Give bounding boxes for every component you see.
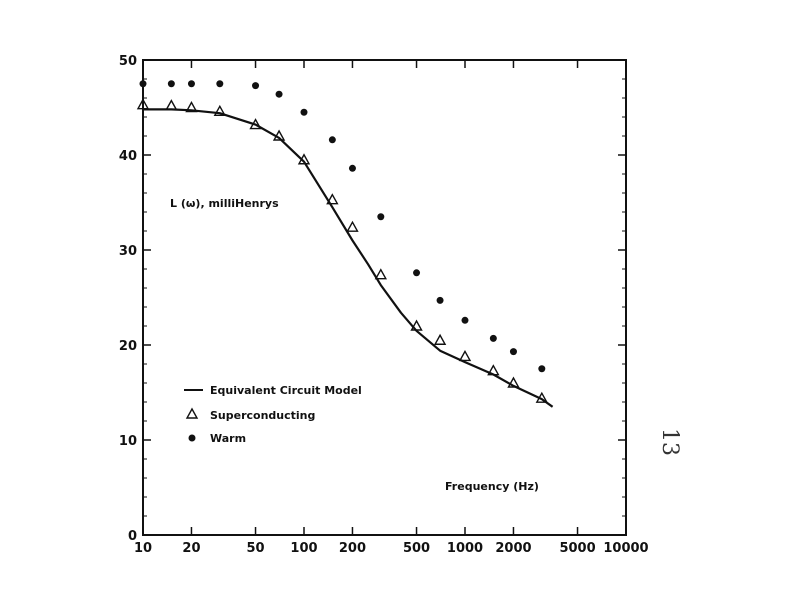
x-tick-label: 10 xyxy=(134,541,152,556)
warm-point xyxy=(252,82,260,90)
warm-point xyxy=(139,80,147,88)
superconducting-point xyxy=(487,364,500,376)
superconducting-point xyxy=(433,333,447,345)
warm-point xyxy=(167,80,175,88)
y-tick-label: 30 xyxy=(119,244,137,259)
superconducting-point xyxy=(297,153,311,165)
legend: Equivalent Circuit Model Superconducting… xyxy=(184,384,362,445)
superconducting-point xyxy=(185,101,198,113)
legend-label-superconducting: Superconducting xyxy=(210,409,315,422)
superconducting-point xyxy=(346,220,359,232)
x-tick-label: 100 xyxy=(290,541,317,556)
y-tick-label: 10 xyxy=(119,434,137,449)
warm-point xyxy=(300,108,308,116)
warm-point xyxy=(328,136,336,144)
y-tick-label: 20 xyxy=(119,339,137,354)
model-curve xyxy=(143,108,554,408)
x-tick-label: 10000 xyxy=(603,541,648,556)
series-layer xyxy=(136,80,554,408)
legend-triangle-marker xyxy=(185,407,199,419)
x-tick-label: 20 xyxy=(182,541,200,556)
x-tick-label: 500 xyxy=(403,541,430,556)
legend-dot-marker xyxy=(188,434,196,442)
x-tick-labels: 10 20 50 100 200 500 1000 2000 5000 10000 xyxy=(134,541,649,556)
warm-point xyxy=(348,164,356,172)
warm-point xyxy=(377,213,385,221)
warm-point xyxy=(187,80,195,88)
y-tick-labels: 0 10 20 30 40 50 xyxy=(119,54,137,544)
superconducting-point xyxy=(535,391,549,403)
superconducting-point xyxy=(507,376,520,388)
warm-point xyxy=(509,348,517,356)
warm-point xyxy=(436,296,444,304)
warm-point xyxy=(216,80,224,88)
superconducting-point xyxy=(165,99,178,111)
x-tick-label: 50 xyxy=(246,541,264,556)
superconducting-point xyxy=(410,319,423,331)
superconducting-point xyxy=(326,193,339,205)
y-axis-label: L (ω), milliHenrys xyxy=(170,197,279,210)
legend-label-model: Equivalent Circuit Model xyxy=(210,384,362,397)
warm-point xyxy=(538,365,546,373)
y-tick-label: 50 xyxy=(119,54,137,69)
x-tick-label: 200 xyxy=(339,541,366,556)
y-tick-label: 0 xyxy=(128,529,137,544)
superconducting-point xyxy=(272,129,286,141)
y-tick-label: 40 xyxy=(119,149,137,164)
plot-frame xyxy=(142,59,627,536)
x-tick-label: 5000 xyxy=(559,541,595,556)
page-number: 13 xyxy=(657,428,682,456)
x-axis-label: Frequency (Hz) xyxy=(445,480,539,493)
x-tick-label: 2000 xyxy=(495,541,531,556)
superconducting-point xyxy=(374,268,388,280)
tick-marks xyxy=(142,59,627,536)
superconducting-point xyxy=(213,104,227,117)
warm-point xyxy=(275,90,283,98)
superconducting-point xyxy=(458,349,472,362)
warm-point xyxy=(413,269,421,277)
x-tick-label: 1000 xyxy=(447,541,483,556)
legend-label-warm: Warm xyxy=(210,432,246,445)
warm-point xyxy=(489,334,497,342)
warm-point xyxy=(461,316,469,324)
superconducting-point xyxy=(136,98,150,110)
superconducting-point xyxy=(249,118,262,130)
